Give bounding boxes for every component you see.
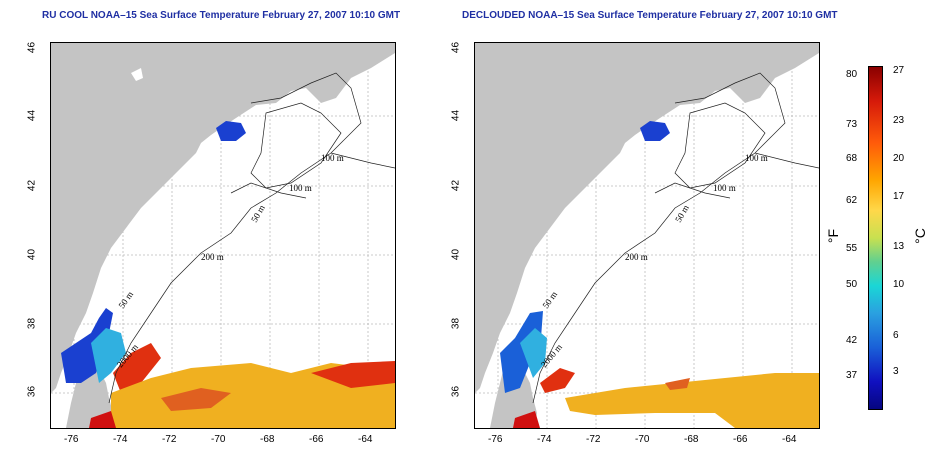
y-tick-label: 40 [450,248,462,261]
contour-label-50m-south: 50 m [540,289,559,310]
x-tick-label: -70 [635,434,650,445]
temperature-colorbar [868,66,883,410]
y-tick-label: 46 [450,41,462,54]
contour-label-50m-south: 50 m [116,289,135,310]
y-tick-label: 36 [26,385,38,398]
contour-label-200m: 200 m [201,252,224,262]
colorbar-c-label: 6 [893,330,899,341]
fahrenheit-unit-label: °F [825,228,842,244]
celsius-unit-label: °C [911,228,928,244]
x-tick-label: -74 [537,434,552,445]
contour-label-100m-b: 100 m [713,183,736,193]
y-tick-label: 38 [26,317,38,330]
colorbar-f-label: 62 [846,195,858,206]
y-tick-label: 46 [26,41,38,54]
colorbar-f-label: 42 [846,335,858,346]
y-tick-label: 44 [26,109,38,122]
x-tick-label: -72 [162,434,177,445]
x-tick-label: -66 [309,434,324,445]
right-sst-map: 100 m 100 m 50 m 200 m 50 m 2000 m [474,42,820,429]
y-tick-label: 36 [450,385,462,398]
y-tick-label: 38 [450,317,462,330]
contour-label-200m: 200 m [625,252,648,262]
x-tick-label: -74 [113,434,128,445]
contour-label-100m-a: 100 m [321,153,344,163]
x-tick-label: -68 [684,434,699,445]
contour-label-50m: 50 m [673,203,691,224]
x-tick-label: -70 [211,434,226,445]
y-tick-label: 42 [26,179,38,192]
colorbar-f-label: 55 [846,243,858,254]
colorbar-f-label: 37 [846,370,858,381]
colorbar-c-label: 20 [893,153,905,164]
colorbar-c-label: 3 [893,366,899,377]
colorbar-f-label: 68 [846,153,858,164]
colorbar-c-label: 27 [893,65,905,76]
x-tick-label: -68 [260,434,275,445]
y-tick-label: 42 [450,179,462,192]
colorbar-f-label: 50 [846,279,858,290]
colorbar-c-label: 23 [893,115,905,126]
colorbar-f-label: 73 [846,119,858,130]
colorbar-c-label: 17 [893,191,905,202]
right-map-title: DECLOUDED NOAA–15 Sea Surface Temperatur… [462,10,838,21]
x-tick-label: -64 [782,434,797,445]
x-tick-label: -64 [358,434,373,445]
left-map-title: RU COOL NOAA–15 Sea Surface Temperature … [42,10,401,21]
left-sst-map: 100 m 100 m 50 m 200 m 50 m 2000 m [50,42,396,429]
contour-label-100m-b: 100 m [289,183,312,193]
x-tick-label: -66 [733,434,748,445]
right-map-graphic: 100 m 100 m 50 m 200 m 50 m 2000 m [475,43,819,428]
colorbar-f-label: 80 [846,69,858,80]
contour-label-100m-a: 100 m [745,153,768,163]
x-tick-label: -76 [64,434,79,445]
contour-label-50m: 50 m [249,203,267,224]
y-tick-label: 40 [26,248,38,261]
colorbar-c-label: 10 [893,279,905,290]
y-tick-label: 44 [450,109,462,122]
colorbar-c-label: 13 [893,241,905,252]
left-map-graphic: 100 m 100 m 50 m 200 m 50 m 2000 m [51,43,395,428]
x-tick-label: -76 [488,434,503,445]
x-tick-label: -72 [586,434,601,445]
